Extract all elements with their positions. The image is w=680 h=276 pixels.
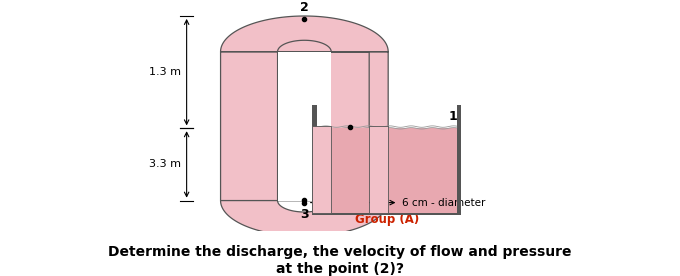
Text: 2: 2 [300, 1, 309, 14]
Text: 3: 3 [300, 208, 309, 221]
Bar [317, 128, 457, 213]
Bar [312, 213, 462, 215]
Bar [312, 105, 317, 215]
Text: Determine the discharge, the velocity of flow and pressure
at the point (2)?: Determine the discharge, the velocity of… [108, 245, 572, 276]
Bar [277, 52, 331, 201]
Polygon shape [220, 16, 388, 201]
Text: 6 cm - diameter: 6 cm - diameter [402, 198, 485, 208]
Bar [369, 126, 388, 213]
Text: 1: 1 [449, 110, 458, 123]
Text: Group (A): Group (A) [355, 213, 419, 226]
Bar [457, 105, 462, 215]
Bar [331, 128, 369, 213]
Bar [312, 126, 331, 213]
Text: 1.3 m: 1.3 m [149, 67, 181, 77]
Text: 3.3 m: 3.3 m [149, 160, 181, 169]
Polygon shape [220, 201, 388, 236]
